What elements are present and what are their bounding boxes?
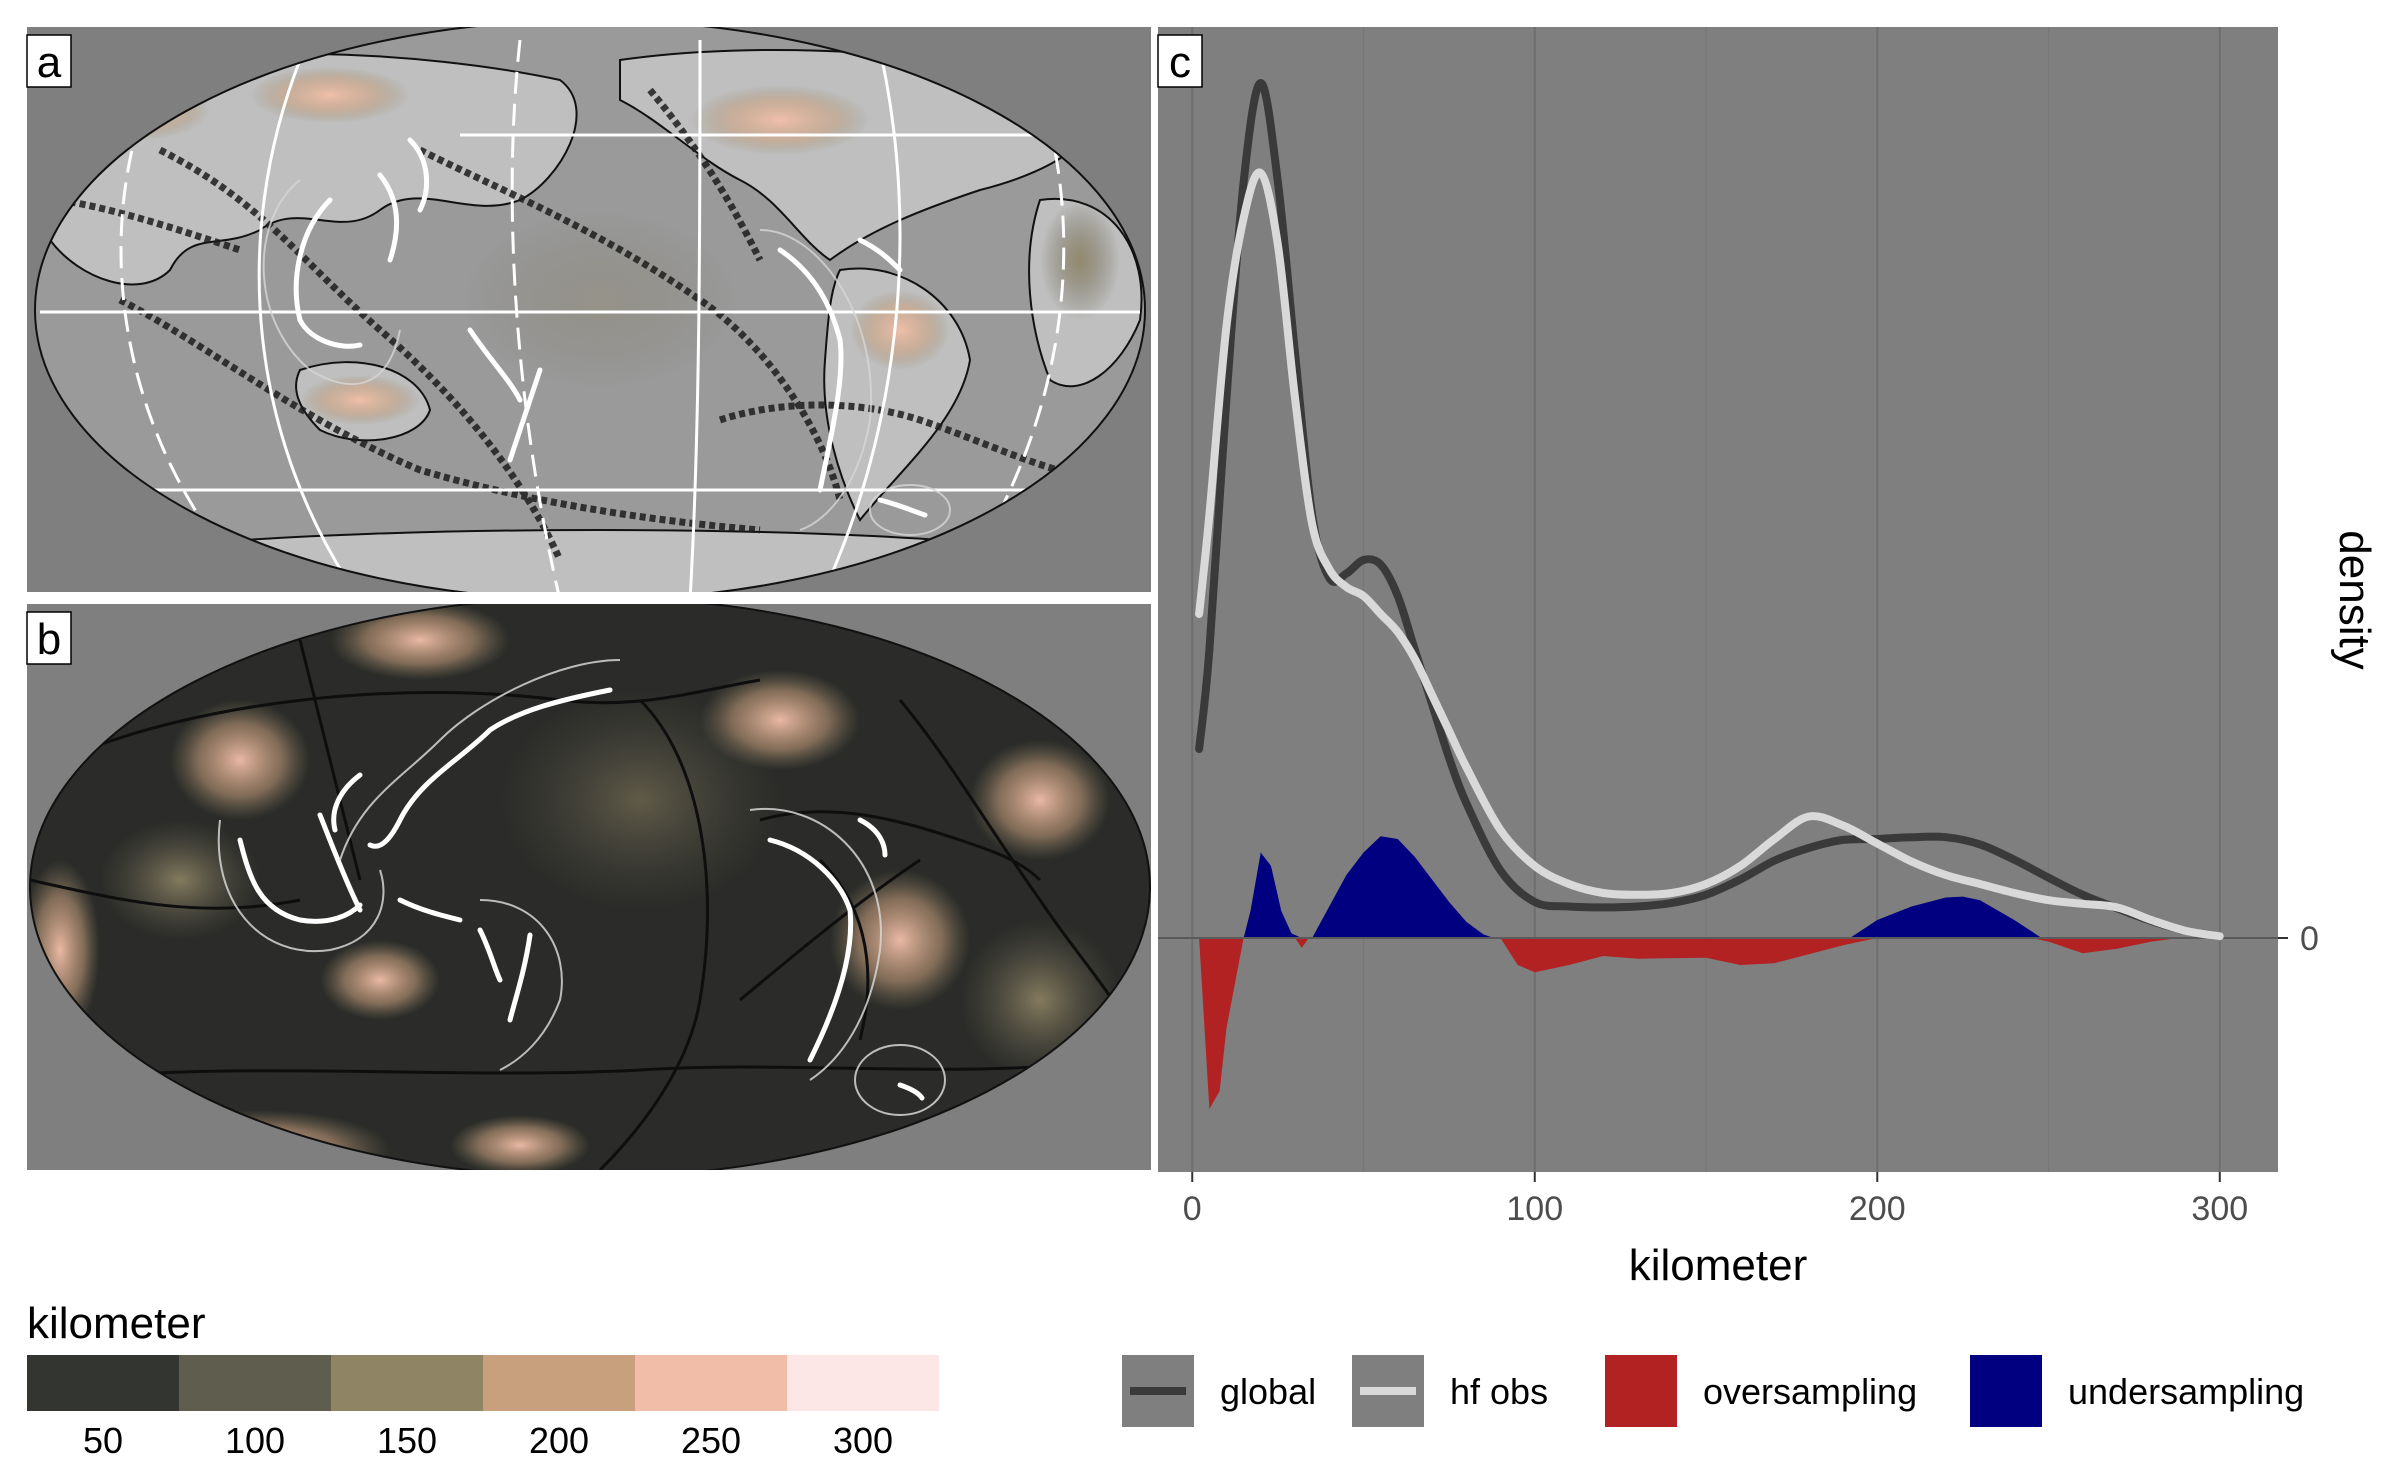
density-chart-panel: 0 100 200 300 0 c kilometer density xyxy=(1157,27,2379,1290)
legend-key xyxy=(1970,1355,2042,1427)
panel-c-label: c xyxy=(1169,38,1191,87)
panel-b-label-box xyxy=(26,611,72,665)
legend-label: hf obs xyxy=(1450,1371,1548,1412)
legend-key xyxy=(1605,1355,1677,1427)
colorbar-tick-label: 100 xyxy=(225,1420,285,1461)
panel-b-heatflow xyxy=(30,604,1142,1170)
colorbar-legend: kilometer 50 100 150 200 250 300 xyxy=(27,1299,939,1461)
panel-a-label: a xyxy=(37,38,62,87)
chart-lines xyxy=(1195,79,2224,941)
legend-label: oversampling xyxy=(1703,1371,1917,1412)
legend-entry-oversampling: oversampling xyxy=(1605,1355,1917,1427)
x-tick-label: 100 xyxy=(1506,1190,1563,1228)
map-panel-b: b xyxy=(26,604,1151,1170)
legend-entry-global: global xyxy=(1122,1355,1316,1427)
y-axis-title: density xyxy=(2330,530,2379,669)
colorbar-tick-label: 50 xyxy=(83,1420,123,1461)
x-tick-label: 200 xyxy=(1849,1190,1906,1228)
panel-c-label-box xyxy=(1157,34,1203,88)
series-legend: global hf obs oversampling undersampling xyxy=(1122,1355,2304,1427)
panel-a-label-box xyxy=(26,34,72,88)
x-axis-title: kilometer xyxy=(1629,1241,1808,1290)
x-tick-label: 300 xyxy=(2191,1190,2248,1228)
colorbar-swatch xyxy=(483,1355,635,1411)
colorbar-swatch xyxy=(27,1355,179,1411)
colorbar-tick-label: 250 xyxy=(681,1420,741,1461)
colorbar-swatch xyxy=(635,1355,787,1411)
legend-label: undersampling xyxy=(2068,1371,2304,1412)
colorbar-title: kilometer xyxy=(27,1299,206,1348)
legend-entry-undersampling: undersampling xyxy=(1970,1355,2304,1427)
y-tick-label: 0 xyxy=(2300,920,2319,958)
colorbar-tick-label: 300 xyxy=(833,1420,893,1461)
chart-areas xyxy=(1199,836,2179,1109)
chart-plot-area xyxy=(1158,27,2278,1172)
colorbar-swatches xyxy=(27,1355,939,1411)
global-density-line xyxy=(1195,79,2224,941)
colorbar-swatch xyxy=(331,1355,483,1411)
x-tick-label: 0 xyxy=(1183,1190,1202,1228)
chart-axes: 0 100 200 300 0 xyxy=(1183,920,2319,1228)
panel-b-label: b xyxy=(37,615,61,664)
map-panel-a: a xyxy=(26,27,1151,592)
hf-obs-density-line xyxy=(1195,168,2224,941)
undersampling-area xyxy=(1243,836,2042,938)
colorbar-tick-label: 200 xyxy=(529,1420,589,1461)
legend-label: global xyxy=(1220,1371,1316,1412)
colorbar-tick-label: 150 xyxy=(377,1420,437,1461)
colorbar-ticks: 50 100 150 200 250 300 xyxy=(83,1420,893,1461)
colorbar-swatch xyxy=(787,1355,939,1411)
colorbar-swatch xyxy=(179,1355,331,1411)
legend-entry-hf-obs: hf obs xyxy=(1352,1355,1548,1427)
